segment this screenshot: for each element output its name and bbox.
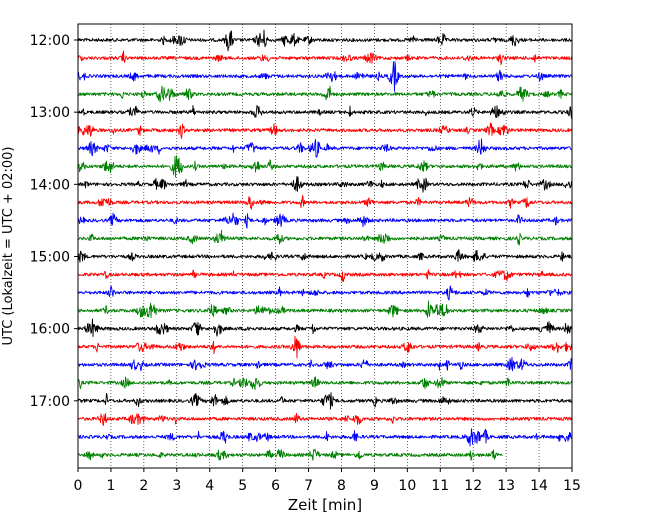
- y-axis-ticks: 12:00 13:00 14:00 15:00 16:00 17:00: [30, 33, 78, 410]
- x-tick-label: 12: [464, 478, 482, 494]
- trace-line: [77, 269, 573, 282]
- trace-line: [77, 376, 573, 391]
- y-axis-label: UTC (Lokalzeit = UTC + 02:00): [1, 147, 16, 346]
- trace-line: [77, 104, 573, 119]
- plot-frame: [77, 23, 573, 469]
- trace-line: [77, 122, 573, 139]
- trace-line: [77, 412, 573, 426]
- grid-lines: [110, 24, 540, 468]
- trace-line: [77, 356, 573, 372]
- x-tick-label: 3: [172, 478, 181, 494]
- x-axis-ticks: 0 1 2 3 4 5 6 7 8 9 10 11 12 13 14 15: [74, 468, 581, 494]
- trace-line: [77, 229, 573, 246]
- x-tick-label: 6: [271, 478, 280, 494]
- x-tick-label: 9: [370, 478, 379, 494]
- trace-line: [77, 249, 573, 263]
- trace-line: [77, 428, 573, 447]
- x-tick-label: 7: [304, 478, 313, 494]
- x-tick-label: 4: [205, 478, 214, 494]
- trace-line: [77, 392, 573, 410]
- x-tick-label: 10: [398, 478, 416, 494]
- trace-line: [77, 212, 573, 229]
- trace-line: [77, 176, 573, 193]
- y-tick-label: 16:00: [30, 322, 70, 338]
- trace-line: [77, 138, 573, 158]
- x-tick-label: 2: [139, 478, 148, 494]
- trace-line: [77, 285, 573, 301]
- y-tick-label: 14:00: [30, 177, 70, 193]
- trace-line: [77, 300, 573, 319]
- trace-line: [77, 85, 573, 103]
- x-axis-label: Zeit [min]: [288, 496, 362, 514]
- y-tick-label: 17:00: [30, 394, 70, 410]
- x-tick-label: 5: [238, 478, 247, 494]
- trace-line: [77, 335, 573, 359]
- seismogram-traces: [77, 29, 573, 461]
- x-tick-label: 14: [530, 478, 548, 494]
- trace-line: [77, 155, 573, 178]
- x-tick-label: 15: [563, 478, 581, 494]
- trace-line: [77, 50, 573, 66]
- x-tick-label: 13: [497, 478, 515, 494]
- trace-line: [77, 61, 573, 92]
- x-tick-label: 0: [74, 478, 83, 494]
- y-tick-label: 12:00: [30, 33, 70, 49]
- x-tick-label: 1: [106, 478, 115, 494]
- trace-line: [77, 318, 573, 337]
- x-tick-label: 8: [337, 478, 346, 494]
- trace-line: [77, 195, 573, 210]
- x-tick-label: 11: [431, 478, 449, 494]
- y-tick-label: 15:00: [30, 249, 70, 265]
- trace-line: [77, 29, 573, 52]
- trace-line: [77, 448, 503, 461]
- y-tick-label: 13:00: [30, 105, 70, 121]
